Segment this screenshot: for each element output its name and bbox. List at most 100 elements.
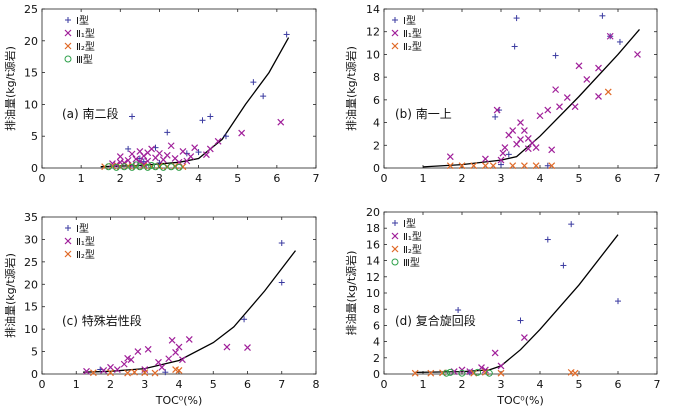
- data-point: [179, 148, 187, 155]
- data-point: [168, 336, 176, 344]
- y-tick-label: 2: [373, 352, 380, 365]
- x-tick-label: 7: [654, 378, 661, 391]
- data-point: [491, 349, 499, 357]
- data-point: [556, 103, 563, 111]
- data-point: [583, 75, 591, 83]
- x-tick-label: 5: [576, 172, 583, 185]
- y-tick-label: 10: [24, 323, 38, 336]
- data-point: [536, 112, 544, 120]
- data-point: [158, 363, 166, 371]
- data-point: [509, 162, 517, 170]
- data-point: [107, 369, 114, 377]
- legend-marker: [392, 17, 398, 23]
- data-point: [100, 366, 108, 374]
- data-point: [466, 368, 474, 375]
- data-point: [185, 336, 193, 343]
- data-point: [159, 163, 167, 171]
- panel-title: (a) 南二段: [62, 106, 119, 121]
- x-tick-label: 4: [537, 172, 544, 185]
- x-tick-label: 5: [234, 172, 241, 185]
- data-point: [548, 146, 556, 154]
- data-point: [105, 163, 113, 171]
- x-axis-label: TOC⁰(%): [155, 394, 203, 407]
- x-tick-label: 3: [141, 378, 148, 391]
- x-tick-label: 6: [244, 378, 251, 391]
- x-tick-label: 0: [381, 172, 388, 185]
- data-point: [165, 355, 173, 363]
- legend-label: Ⅱ₂型: [403, 40, 422, 53]
- y-tick-label: 12: [366, 271, 380, 284]
- data-point: [140, 160, 148, 168]
- data-point: [532, 162, 540, 170]
- legend-label: Ⅰ型: [76, 222, 89, 235]
- data-point: [517, 119, 524, 126]
- data-point: [446, 368, 454, 376]
- data-point: [167, 142, 175, 150]
- data-point: [520, 127, 528, 134]
- data-point: [116, 153, 124, 160]
- x-tick-label: 3: [498, 378, 505, 391]
- data-point: [250, 79, 257, 86]
- data-point: [124, 369, 132, 377]
- y-tick-label: 15: [24, 301, 38, 314]
- data-point: [89, 369, 97, 377]
- data-point: [498, 161, 504, 168]
- legend-label: Ⅱ₂型: [76, 248, 95, 261]
- data-point: [129, 113, 136, 120]
- data-point: [524, 135, 532, 142]
- data-point: [560, 262, 567, 269]
- y-tick-label: 10: [366, 287, 380, 300]
- data-point: [172, 366, 179, 373]
- data-point: [283, 31, 290, 38]
- y-tick-label: 6: [373, 94, 380, 107]
- data-point: [517, 317, 524, 324]
- data-point: [207, 113, 214, 120]
- x-tick-label: 1: [73, 378, 80, 391]
- panel-title: (d) 复合旋回段: [395, 313, 476, 328]
- x-tick-label: 6: [615, 172, 622, 185]
- x-tick-label: 1: [78, 172, 85, 185]
- data-point: [144, 163, 152, 171]
- legend-marker: [65, 17, 71, 23]
- trend-line: [83, 250, 297, 373]
- panel-d: 0 1 2 3 4 5 6 702468101214161820排油量(kg/t源岩)TOC⁰…: [344, 206, 661, 407]
- y-tick-label: 5: [31, 130, 38, 143]
- y-tick-label: 4: [373, 117, 380, 130]
- x-tick-label: 0: [39, 378, 46, 391]
- data-point: [167, 163, 175, 171]
- data-point: [128, 150, 136, 158]
- y-tick-label: 12: [366, 26, 380, 39]
- y-tick-label: 8: [373, 303, 380, 316]
- legend-marker: [65, 225, 71, 231]
- data-point: [175, 163, 183, 171]
- legend-marker: [392, 220, 398, 226]
- data-point: [481, 366, 489, 374]
- data-point: [109, 160, 116, 167]
- x-tick-label: 6: [615, 378, 622, 391]
- x-tick-label: 7: [278, 378, 285, 391]
- data-point: [164, 129, 171, 136]
- y-tick-label: 14: [366, 255, 380, 268]
- data-point: [604, 88, 612, 96]
- data-point: [544, 162, 551, 169]
- x-tick-label: 4: [176, 378, 183, 391]
- data-point: [544, 236, 551, 243]
- x-tick-label: 5: [576, 378, 583, 391]
- data-point: [244, 344, 251, 351]
- data-point: [136, 148, 144, 155]
- y-tick-label: 16: [366, 238, 380, 251]
- y-tick-label: 10: [24, 98, 38, 111]
- x-tick-label: 0: [39, 172, 46, 185]
- data-point: [202, 151, 210, 159]
- data-point: [120, 360, 128, 368]
- data-point: [155, 358, 162, 366]
- x-axis-label: TOC⁰(%): [496, 394, 544, 407]
- data-point: [260, 93, 267, 100]
- data-point: [179, 356, 186, 364]
- legend-label: Ⅱ₁型: [76, 27, 95, 40]
- legend-marker: [64, 250, 72, 258]
- legend-marker: [391, 245, 399, 253]
- data-point: [214, 137, 222, 145]
- panel-title: (c) 特殊岩性段: [62, 313, 142, 328]
